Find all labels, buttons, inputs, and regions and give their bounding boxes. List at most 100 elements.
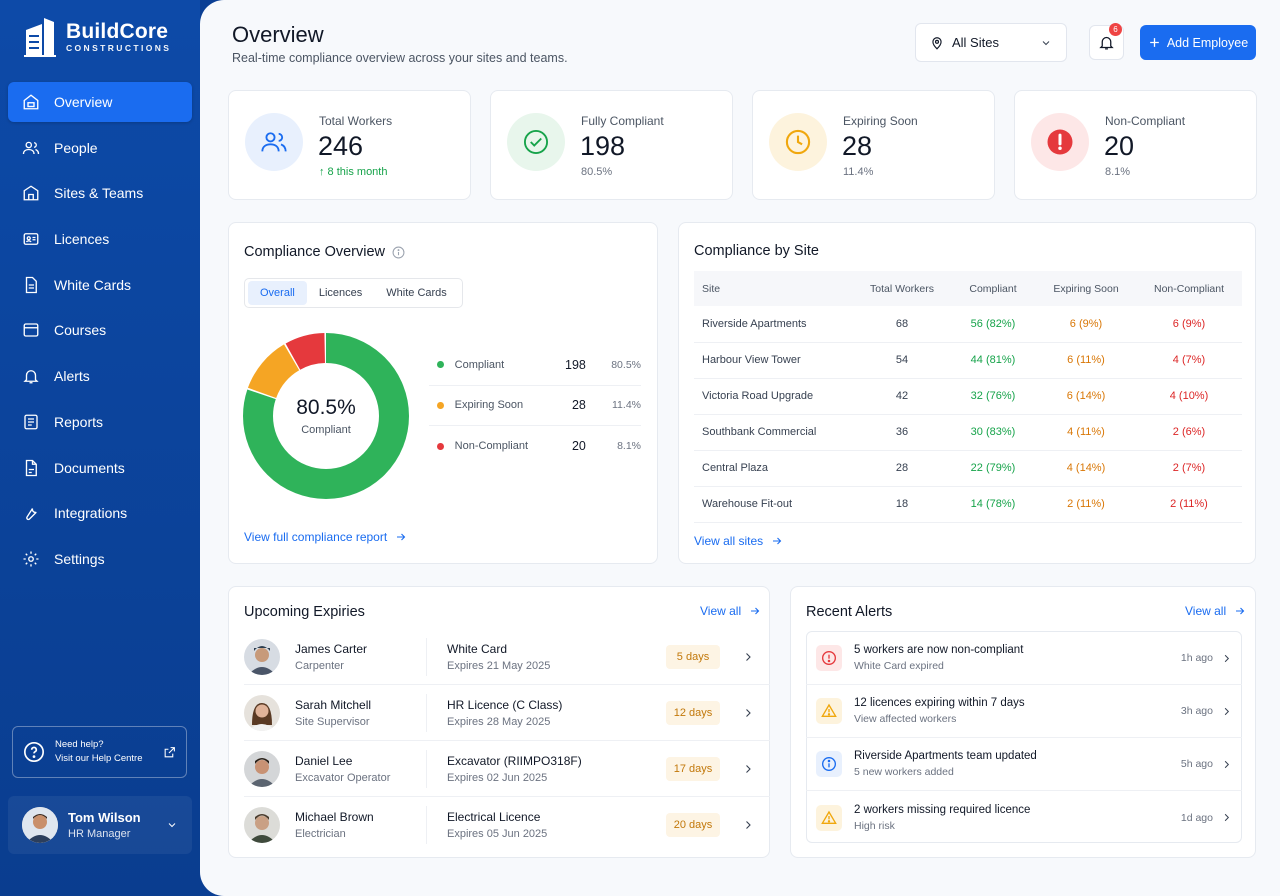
recent-alerts-title: Recent Alerts	[806, 604, 893, 620]
alerts-view-all-link[interactable]: View all	[1185, 604, 1246, 618]
alert-item[interactable]: Riverside Apartments team updated 5 new …	[806, 738, 1242, 791]
alert-time: 5h ago	[1180, 758, 1213, 770]
expiries-view-all-link[interactable]: View all	[700, 604, 761, 618]
site-name: Central Plaza	[694, 450, 854, 487]
stat-value: 28	[842, 131, 873, 161]
legend-name: Compliant	[454, 358, 505, 371]
add-employee-button[interactable]: Add Employee	[1140, 25, 1256, 60]
info-icon[interactable]	[392, 246, 405, 259]
sidebar-item-white-cards[interactable]: White Cards	[8, 265, 192, 305]
chevron-right-icon[interactable]	[742, 651, 754, 663]
table-row[interactable]: Victoria Road Upgrade 42 32 (76%) 6 (14%…	[694, 378, 1242, 415]
expiring-cell: 2 (11%)	[1036, 486, 1136, 523]
alert-item[interactable]: 12 licences expiring within 7 days View …	[806, 685, 1242, 738]
table-row[interactable]: Riverside Apartments 68 56 (82%) 6 (9%) …	[694, 306, 1242, 343]
list-item[interactable]: James Carter Carpenter White Card Expire…	[244, 629, 770, 685]
list-item[interactable]: Daniel Lee Excavator Operator Excavator …	[244, 741, 770, 797]
warning-icon	[816, 804, 842, 831]
chevron-right-icon[interactable]	[742, 707, 754, 719]
tab-licences[interactable]: Licences	[318, 287, 363, 299]
sidebar-item-alerts[interactable]: Alerts	[8, 356, 192, 396]
total-workers: 36	[854, 414, 950, 451]
document-icon	[25, 276, 37, 293]
compliant-cell: 56 (82%)	[950, 306, 1036, 343]
sidebar-item-people[interactable]: People	[8, 128, 192, 168]
site-select[interactable]: All Sites	[915, 23, 1067, 62]
alert-title: 12 licences expiring within 7 days	[854, 697, 1025, 709]
days-remaining-badge: 5 days	[666, 644, 720, 669]
compliance-overview-card: Compliance Overview Overall Licences Whi…	[228, 222, 658, 564]
compliance-by-site-card: Compliance by Site Site Total Workers Co…	[678, 222, 1256, 564]
table-row[interactable]: Central Plaza 28 22 (79%) 4 (14%) 2 (7%)	[694, 450, 1242, 487]
site-name: Harbour View Tower	[694, 342, 854, 379]
chevron-right-icon[interactable]	[742, 763, 754, 775]
list-item[interactable]: Sarah Mitchell Site Supervisor HR Licenc…	[244, 685, 770, 741]
expiry-date: Expires 21 May 2025	[447, 659, 551, 672]
compliance-legend: Compliant 198 80.5% Expiring Soon 28 11.…	[429, 345, 641, 467]
tab-overall[interactable]: Overall	[248, 281, 307, 305]
sidebar-item-settings[interactable]: Settings	[8, 539, 192, 579]
clock-icon	[769, 113, 827, 171]
person-name: James Carter	[295, 641, 368, 656]
stat-value: 246	[318, 131, 364, 161]
sidebar-item-licences[interactable]: Licences	[8, 219, 192, 259]
donut-percent: 80.5%	[296, 396, 356, 419]
notification-count-badge: 6	[1109, 23, 1122, 36]
alert-item[interactable]: 5 workers are now non-compliant White Ca…	[806, 632, 1242, 685]
alert-subtitle: View affected workers	[854, 713, 957, 725]
expiring-cell: 6 (11%)	[1036, 342, 1136, 379]
compliant-cell: 32 (76%)	[950, 378, 1036, 415]
list-item[interactable]: Michael Brown Electrician Electrical Lic…	[244, 797, 770, 853]
total-workers: 68	[854, 306, 950, 343]
bell-icon	[1099, 36, 1114, 50]
chevron-right-icon	[1224, 654, 1230, 662]
link-label: View all	[1185, 604, 1227, 618]
user-name: Tom Wilson	[68, 810, 141, 825]
person-name: Daniel Lee	[295, 753, 353, 768]
legend-row-expiring: Expiring Soon 28 11.4%	[429, 386, 641, 426]
user-menu[interactable]: Tom Wilson HR Manager	[8, 796, 192, 854]
alert-item[interactable]: 2 workers missing required licence High …	[806, 791, 1242, 844]
documents-icon	[25, 459, 37, 476]
tab-white-cards[interactable]: White Cards	[386, 287, 447, 299]
stat-value: 20	[1104, 131, 1135, 161]
notifications-button[interactable]: 6	[1089, 23, 1124, 60]
table-row[interactable]: Warehouse Fit-out 18 14 (78%) 2 (11%) 2 …	[694, 486, 1242, 523]
legend-dot	[437, 401, 444, 409]
compliant-cell: 22 (79%)	[950, 450, 1036, 487]
sidebar-item-documents[interactable]: Documents	[8, 448, 192, 488]
sidebar-item-reports[interactable]: Reports	[8, 402, 192, 442]
sidebar-item-label: Alerts	[54, 368, 90, 385]
gear-icon	[23, 551, 39, 567]
alert-time: 3h ago	[1180, 705, 1213, 717]
days-remaining-badge: 12 days	[666, 700, 720, 725]
sidebar-item-integrations[interactable]: Integrations	[8, 493, 192, 533]
help-subtitle: Visit our Help Centre	[55, 753, 143, 764]
chevron-right-icon	[1224, 707, 1230, 715]
alert-circle-icon	[1031, 113, 1089, 171]
sidebar-item-courses[interactable]: Courses	[8, 310, 192, 350]
compliant-cell: 44 (81%)	[950, 342, 1036, 379]
person-role: Excavator Operator	[295, 771, 391, 784]
view-all-sites-link[interactable]: View all sites	[694, 534, 783, 548]
stat-card-fully-compliant: Fully Compliant 198 80.5%	[490, 90, 733, 200]
sidebar-item-overview[interactable]: Overview	[8, 82, 192, 122]
table-row[interactable]: Harbour View Tower 54 44 (81%) 6 (11%) 4…	[694, 342, 1242, 379]
column-header: Compliant	[950, 271, 1036, 306]
non-compliant-cell: 2 (6%)	[1136, 414, 1242, 451]
stat-card-non-compliant: Non-Compliant 20 8.1%	[1014, 90, 1257, 200]
compliance-donut-chart	[243, 333, 409, 499]
id-card-icon	[23, 233, 39, 245]
table-row[interactable]: Southbank Commercial 36 30 (83%) 4 (11%)…	[694, 414, 1242, 451]
donut-center: 80.5% Compliant	[243, 333, 409, 499]
sidebar-item-sites-teams[interactable]: Sites & Teams	[8, 173, 192, 213]
external-link-icon	[164, 746, 175, 757]
site-table: Site Total Workers Compliant Expiring So…	[694, 271, 1242, 523]
brand-name: BuildCore	[66, 20, 169, 43]
view-compliance-report-link[interactable]: View full compliance report	[244, 530, 407, 544]
legend-name: Non-Compliant	[454, 440, 529, 453]
help-centre-link[interactable]: Need help? Visit our Help Centre	[12, 726, 187, 778]
recent-alerts-card: Recent Alerts View all 5 workers are now…	[790, 586, 1256, 858]
chevron-right-icon[interactable]	[742, 819, 754, 831]
brand-logo[interactable]: BuildCore CONSTRUCTIONS	[24, 16, 171, 58]
